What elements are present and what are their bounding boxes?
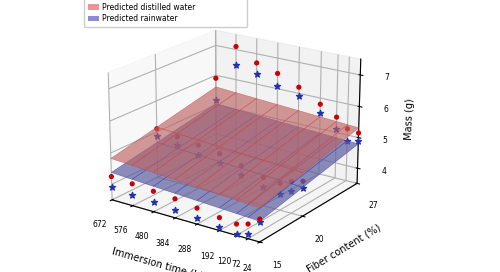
X-axis label: Immersion time (h): Immersion time (h) — [112, 246, 204, 272]
Y-axis label: Fiber content (%): Fiber content (%) — [306, 222, 383, 272]
Legend: Experimental data for distilled water, Experimental data for rainwater, Predicte: Experimental data for distilled water, E… — [84, 0, 247, 27]
